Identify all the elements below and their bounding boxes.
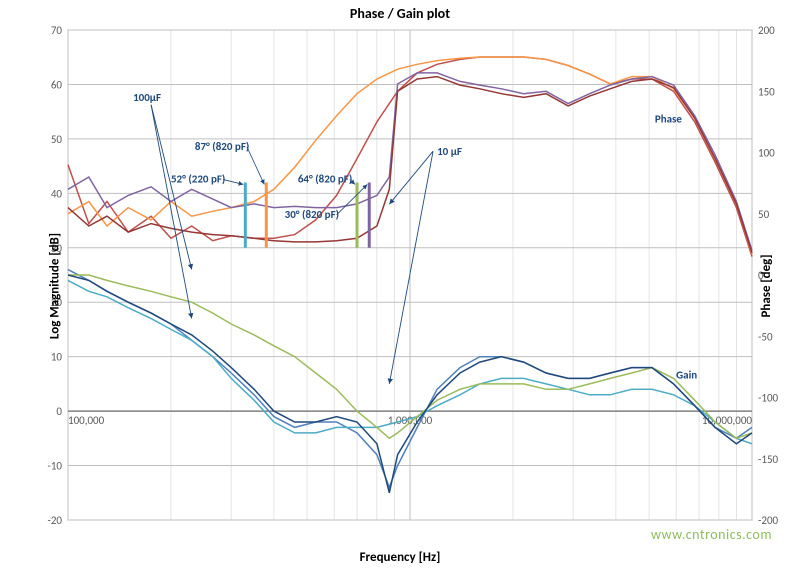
svg-text:0: 0 <box>56 405 62 418</box>
svg-text:10: 10 <box>51 351 63 364</box>
svg-text:-10: -10 <box>47 460 62 473</box>
svg-text:30° (820 pF): 30° (820 pF) <box>285 208 339 221</box>
chart-title: Phase / Gain plot <box>0 5 800 22</box>
svg-text:1,000,000: 1,000,000 <box>388 414 433 427</box>
y-left-axis-label: Log Magnitude [dB] <box>48 232 63 338</box>
svg-text:50: 50 <box>51 133 63 146</box>
watermark-text: www.cntronics.com <box>651 526 772 543</box>
chart-svg: 100,0001,000,00010,000,000-20-1001020304… <box>0 0 800 571</box>
x-axis-label: Frequency [Hz] <box>360 550 441 565</box>
svg-text:100: 100 <box>758 147 775 160</box>
svg-text:100,000: 100,000 <box>68 414 105 427</box>
svg-text:100µF: 100µF <box>133 91 161 104</box>
svg-text:50: 50 <box>758 208 770 221</box>
svg-text:70: 70 <box>51 24 63 37</box>
svg-text:-100: -100 <box>758 392 779 405</box>
y-right-axis-label: Phase [deg] <box>759 254 774 317</box>
svg-text:40: 40 <box>51 187 63 200</box>
svg-text:64° (820 pF): 64° (820 pF) <box>298 172 352 185</box>
chart-container: Phase / Gain plot Log Magnitude [dB] Pha… <box>0 0 800 571</box>
svg-text:Phase: Phase <box>655 113 683 126</box>
svg-text:200: 200 <box>758 24 775 37</box>
svg-text:-150: -150 <box>758 453 779 466</box>
svg-text:-20: -20 <box>47 514 62 527</box>
svg-text:-50: -50 <box>758 330 773 343</box>
svg-text:10 µF: 10 µF <box>437 145 462 158</box>
svg-text:Gain: Gain <box>676 368 697 381</box>
svg-text:87° (820 pF): 87° (820 pF) <box>195 140 249 153</box>
svg-text:52° (220 pF): 52° (220 pF) <box>171 172 225 185</box>
svg-text:60: 60 <box>51 78 63 91</box>
svg-text:150: 150 <box>758 85 775 98</box>
